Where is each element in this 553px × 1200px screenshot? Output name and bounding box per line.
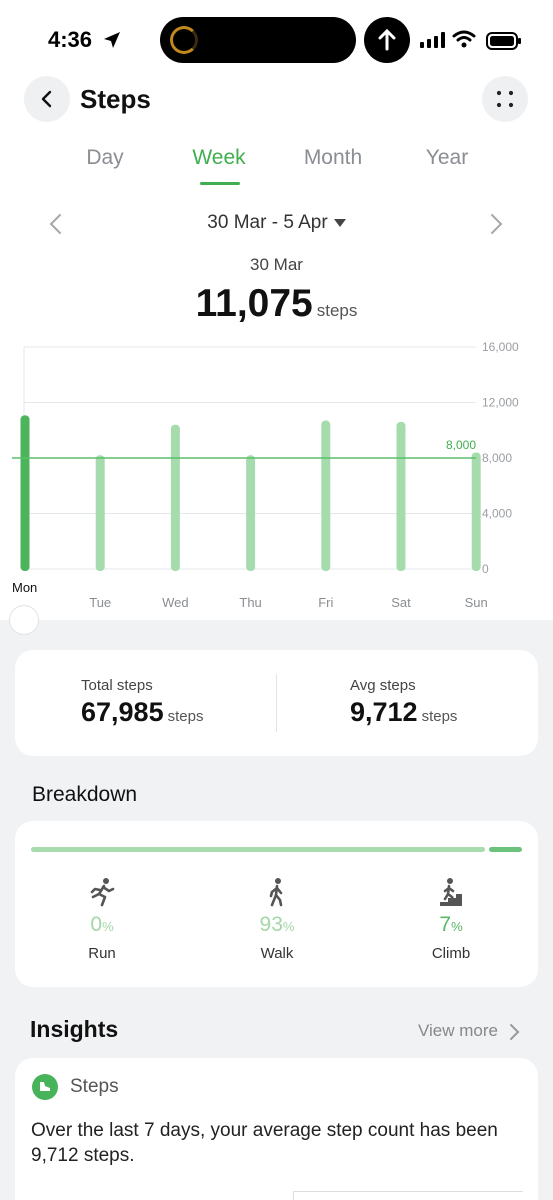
avg-steps-number: 9,712 bbox=[350, 697, 418, 727]
walk-percent-sign: % bbox=[282, 919, 295, 934]
walk-percent-value: 93 bbox=[259, 913, 283, 936]
breakdown-card: 0% Run 93% Walk 7% Climb bbox=[15, 821, 538, 987]
y-tick-label: 12,000 bbox=[482, 396, 519, 410]
tab-month[interactable]: Month bbox=[303, 146, 363, 169]
period-tabs: Day Week Month Year bbox=[48, 146, 504, 192]
x-tick-label: Sun bbox=[465, 595, 488, 610]
back-button[interactable] bbox=[24, 76, 70, 122]
chart-svg: 16,000 12,000 8,000 4,000 0 Mon Tue Wed Thu Fri Sa… bbox=[12, 340, 519, 610]
caret-down-icon bbox=[333, 218, 346, 227]
x-tick-label: Fri bbox=[318, 595, 333, 610]
total-steps-value: 67,985 steps bbox=[81, 697, 203, 728]
tab-year[interactable]: Year bbox=[425, 146, 469, 169]
battery-icon bbox=[486, 32, 521, 50]
selected-date: 30 Mar bbox=[250, 255, 303, 274]
date-range-label: 30 Mar - 5 Apr bbox=[207, 212, 328, 233]
breakdown-title: Breakdown bbox=[32, 783, 138, 806]
steps-chart-panel: 4:36 Steps Day Week bbox=[0, 0, 553, 620]
insights-title: Insights bbox=[30, 1016, 119, 1042]
goal-label: 8,000 bbox=[446, 438, 476, 452]
selected-steps-value: 11,075 bbox=[195, 282, 313, 325]
run-percent: 0% bbox=[32, 913, 172, 937]
selected-steps-unit: steps bbox=[316, 301, 358, 320]
x-tick-label: Mon bbox=[12, 580, 37, 595]
run-percent-value: 0 bbox=[90, 913, 103, 936]
chart-bar bbox=[170, 424, 180, 571]
totals-divider bbox=[276, 674, 277, 732]
shoe-icon bbox=[32, 1074, 58, 1100]
y-tick-label: 8,000 bbox=[482, 451, 512, 465]
y-tick-label: 4,000 bbox=[482, 507, 512, 521]
page-title: Steps bbox=[80, 84, 151, 114]
status-time: 4:36 bbox=[48, 27, 93, 52]
chart-bar bbox=[471, 452, 481, 571]
more-options-button[interactable] bbox=[482, 76, 528, 122]
active-tab-indicator bbox=[200, 182, 240, 185]
total-steps-number: 67,985 bbox=[81, 697, 164, 727]
chevron-left-icon bbox=[41, 90, 52, 108]
previous-period-button[interactable] bbox=[46, 212, 66, 236]
wifi-icon bbox=[452, 30, 476, 48]
climb-percent: 7% bbox=[381, 913, 521, 937]
total-steps-unit: steps bbox=[167, 708, 204, 725]
x-tick-label: Sat bbox=[391, 595, 411, 610]
avg-steps-label: Avg steps bbox=[350, 677, 416, 694]
breakdown-bar-walk bbox=[31, 847, 485, 852]
y-tick-label: 0 bbox=[482, 562, 489, 576]
x-tick-label: Wed bbox=[162, 595, 189, 610]
steps-bar-chart[interactable]: 16,000 12,000 8,000 4,000 0 Mon Tue Wed Thu Fri Sa… bbox=[0, 335, 553, 615]
location-arrow-icon bbox=[104, 32, 120, 48]
y-tick-label: 16,000 bbox=[482, 340, 519, 354]
totals-card: Total steps 67,985 steps Avg steps 9,712 s… bbox=[15, 650, 538, 756]
insight-card-title: Steps bbox=[70, 1076, 119, 1097]
selected-steps: 11,075 steps bbox=[0, 282, 553, 326]
breakdown-climb: 7% Climb bbox=[381, 877, 521, 962]
insight-card-text: Over the last 7 days, your average step … bbox=[31, 1120, 498, 1166]
chart-bar bbox=[20, 415, 30, 571]
avg-steps-unit: steps bbox=[421, 708, 458, 725]
run-label: Run bbox=[88, 945, 116, 962]
breakdown-walk: 93% Walk bbox=[207, 877, 347, 962]
x-tick-label: Thu bbox=[239, 595, 261, 610]
chart-bar bbox=[95, 455, 105, 571]
climb-icon bbox=[440, 878, 462, 906]
chart-bar bbox=[396, 421, 406, 571]
breakdown-run: 0% Run bbox=[32, 877, 172, 962]
walk-label: Walk bbox=[260, 945, 294, 962]
arrow-up-icon bbox=[378, 28, 396, 51]
total-steps-label: Total steps bbox=[81, 677, 153, 694]
status-bar: 4:36 bbox=[0, 0, 553, 80]
cellular-signal-icon bbox=[420, 32, 445, 48]
run-icon bbox=[90, 878, 115, 907]
walk-icon bbox=[269, 878, 283, 907]
chart-bar bbox=[321, 420, 331, 571]
next-period-button[interactable] bbox=[486, 212, 506, 236]
climb-percent-sign: % bbox=[451, 919, 463, 934]
breakdown-bar-climb bbox=[489, 847, 522, 852]
climb-percent-value: 7 bbox=[439, 913, 452, 936]
insight-mini-chart bbox=[293, 1191, 523, 1200]
chevron-right-icon[interactable] bbox=[508, 1022, 520, 1042]
tab-day[interactable]: Day bbox=[86, 146, 124, 169]
climb-label: Climb bbox=[431, 945, 471, 962]
avg-steps-value: 9,712 steps bbox=[350, 697, 457, 728]
activity-ring-icon bbox=[170, 26, 198, 54]
chart-bar bbox=[246, 455, 256, 571]
tab-week[interactable]: Week bbox=[192, 146, 246, 169]
steps-insight-card[interactable]: Steps Over the last 7 days, your average… bbox=[15, 1058, 538, 1200]
x-tick-label: Tue bbox=[89, 595, 111, 610]
grid-dots-icon bbox=[496, 90, 514, 108]
date-range-selector[interactable]: 30 Mar - 5 Apr bbox=[0, 212, 553, 234]
view-more-link[interactable]: View more bbox=[418, 1021, 498, 1040]
chart-scrubber-handle[interactable] bbox=[10, 606, 38, 634]
walk-percent: 93% bbox=[207, 913, 347, 937]
run-percent-sign: % bbox=[102, 919, 114, 934]
upload-indicator bbox=[364, 17, 410, 63]
